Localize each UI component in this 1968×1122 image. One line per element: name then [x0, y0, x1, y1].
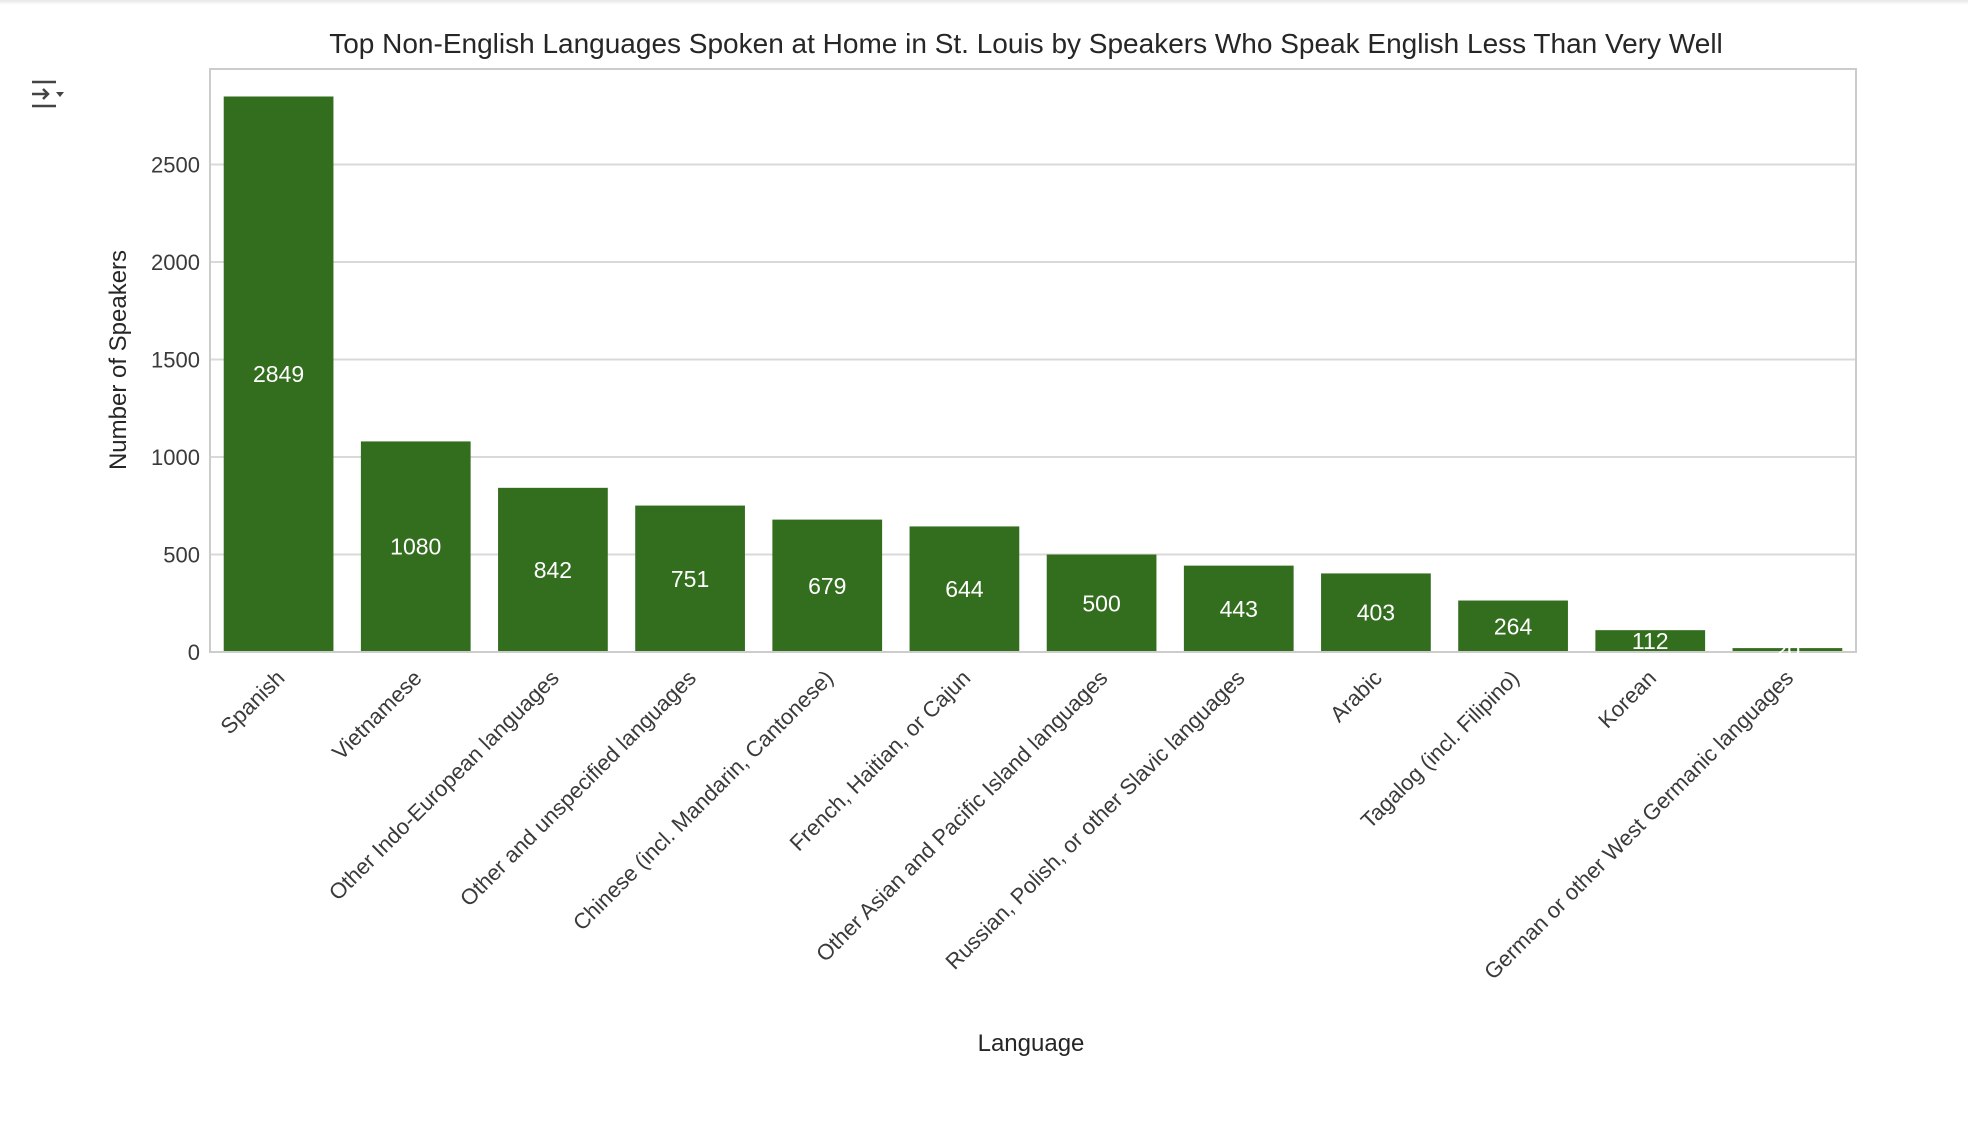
bar: [1458, 600, 1568, 652]
chart-title: Top Non-English Languages Spoken at Home…: [329, 28, 1723, 59]
x-tick-label: Korean: [1593, 665, 1661, 733]
bar-value-label: 2849: [253, 361, 304, 387]
bar: [772, 519, 883, 652]
gridlines: [210, 163, 1856, 556]
bar: [1321, 573, 1431, 652]
bar-value-label: 264: [1494, 613, 1533, 639]
x-tick-label: Other and unspecified languages: [455, 665, 701, 911]
y-tick-label: 1500: [151, 348, 200, 373]
bar: [1732, 648, 1843, 652]
bar-value-label: 500: [1082, 590, 1120, 616]
x-tick-label: Russian, Polish, or other Slavic languag…: [941, 665, 1250, 974]
y-tick-label: 500: [163, 543, 200, 568]
bar-value-labels: 2849 1080 842 751 679 644 500 443 403 264 112 20: [253, 361, 1800, 663]
cell-top-border: [0, 0, 1968, 5]
bar: [360, 441, 471, 652]
y-axis-ticks: 0 500 1000 1500 2000 2500: [151, 153, 200, 665]
bar: [909, 526, 1020, 652]
y-axis-label: Number of Speakers: [105, 250, 132, 470]
y-tick-label: 2000: [151, 250, 200, 275]
x-tick-label: Other Indo-European languages: [324, 665, 564, 905]
bar: [1183, 565, 1294, 652]
plot-frame: [209, 68, 1857, 653]
y-tick-label: 2500: [151, 153, 200, 178]
bar-value-label: 679: [808, 573, 846, 599]
bar-value-label: 112: [1632, 628, 1669, 654]
bar: [635, 505, 745, 652]
x-tick-label: Tagalog (incl. Filipino): [1356, 665, 1524, 833]
output-collapse-icon: [32, 80, 64, 108]
x-tick-label: Vietnamese: [327, 665, 427, 765]
bar-value-label: 443: [1220, 596, 1258, 622]
bar: [1595, 630, 1706, 652]
bar-value-label: 1080: [390, 534, 441, 560]
bar: [498, 487, 608, 652]
bar-value-label: 403: [1357, 600, 1395, 626]
y-tick-label: 1000: [151, 445, 200, 470]
bar-value-label: 20: [1775, 637, 1801, 663]
y-tick-label: 0: [188, 640, 200, 665]
bar: [223, 96, 334, 652]
bar-value-label: 751: [671, 566, 709, 592]
x-tick-label: Other Asian and Pacific Island languages: [811, 665, 1112, 966]
x-tick-label: Arabic: [1325, 665, 1387, 727]
x-tick-label: Spanish: [216, 665, 290, 739]
bar-value-label: 842: [534, 557, 572, 583]
output-toggle-button[interactable]: [26, 74, 70, 114]
x-tick-label: German or other West Germanic languages: [1479, 665, 1798, 984]
x-tick-label: Chinese (incl. Mandarin, Cantonese): [568, 665, 838, 935]
bar-value-label: 644: [945, 576, 984, 602]
bars: [223, 96, 1843, 652]
bar: [1046, 554, 1157, 652]
x-axis-label: Language: [978, 1030, 1085, 1057]
